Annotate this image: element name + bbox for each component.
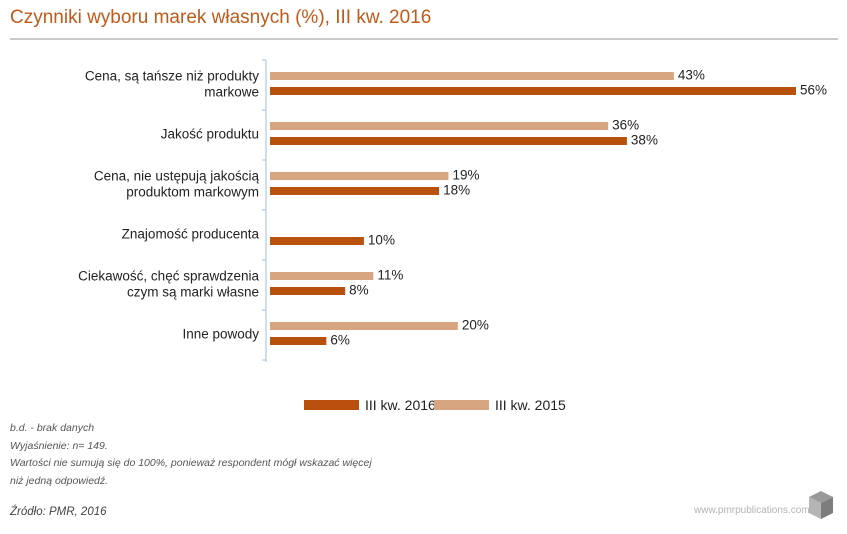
legend-item-2016: III kw. 2016 bbox=[304, 397, 436, 413]
chart-title: Czynniki wyboru marek własnych (%), III … bbox=[10, 7, 432, 28]
value-label-2016: 38% bbox=[631, 133, 658, 148]
value-label-2015: 36% bbox=[612, 118, 639, 133]
category-label: Cena, są tańsze niż produkty bbox=[85, 69, 259, 84]
category-label: Znajomość producenta bbox=[122, 227, 260, 242]
bar-2016 bbox=[270, 87, 796, 95]
footnote-sum: Wartości nie sumują się do 100%, poniewa… bbox=[10, 457, 372, 469]
publisher-url[interactable]: www.pmrpublications.com bbox=[694, 505, 810, 516]
category-label: markowe bbox=[204, 85, 259, 100]
value-label-2015: 19% bbox=[452, 168, 479, 183]
bar-2015 bbox=[270, 272, 374, 280]
value-label-2015: 43% bbox=[678, 68, 705, 83]
value-label-2015: 11% bbox=[377, 268, 403, 283]
legend-swatch-2015 bbox=[434, 400, 489, 410]
footnote-explanation: Wyjaśnienie: n= 149. bbox=[10, 439, 108, 452]
footnote-bd: b.d. - brak danych bbox=[10, 422, 95, 434]
bar-2015 bbox=[270, 122, 609, 130]
category-label: Inne powody bbox=[182, 327, 259, 342]
bar-2016 bbox=[270, 287, 346, 295]
legend-item-2015: III kw. 2015 bbox=[434, 397, 566, 413]
bar-2015 bbox=[270, 172, 449, 180]
cube-logo-icon bbox=[809, 491, 833, 519]
value-label-2016: 8% bbox=[349, 283, 369, 298]
value-label-2016: 6% bbox=[330, 333, 350, 348]
title-divider bbox=[10, 38, 838, 40]
value-label-2016: 56% bbox=[800, 83, 827, 98]
legend-swatch-2016 bbox=[304, 400, 359, 410]
value-label-2016: 18% bbox=[443, 183, 470, 198]
category-label: Ciekawość, chęć sprawdzenia bbox=[78, 269, 259, 284]
value-label-2016: 10% bbox=[368, 233, 395, 248]
value-label-2015: 20% bbox=[462, 318, 489, 333]
bar-2016 bbox=[270, 137, 627, 145]
category-label: Cena, nie ustępują jakością bbox=[94, 169, 260, 184]
category-label: Jakość produktu bbox=[161, 127, 259, 142]
footnote-sum-cont: niż jedną odpowiedź. bbox=[10, 474, 109, 487]
bar-2016 bbox=[270, 187, 440, 195]
bar-2015 bbox=[270, 322, 458, 330]
chart-legend: III kw. 2016 III kw. 2015 bbox=[0, 397, 847, 417]
source-note: Źródło: PMR, 2016 bbox=[10, 506, 107, 518]
bar-2016 bbox=[270, 237, 364, 245]
bar-2015 bbox=[270, 72, 674, 80]
bar-2016 bbox=[270, 337, 327, 345]
legend-label-2016: III kw. 2016 bbox=[365, 397, 436, 413]
category-label: czym są marki własne bbox=[127, 285, 259, 300]
legend-label-2015: III kw. 2015 bbox=[495, 397, 566, 413]
footnotes: b.d. - brak danych Wyjaśnienie: n= 149. … bbox=[10, 420, 372, 490]
category-label: produktom markowym bbox=[126, 185, 259, 200]
